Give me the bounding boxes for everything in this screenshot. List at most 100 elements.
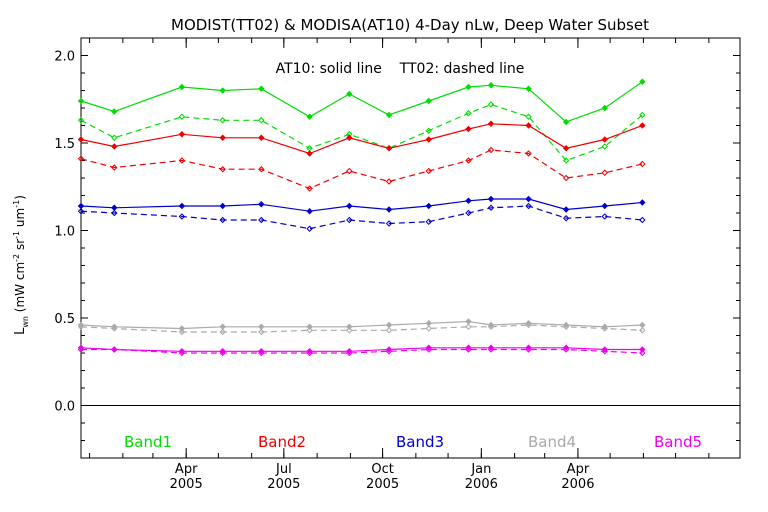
data-point xyxy=(601,325,608,332)
data-point xyxy=(525,85,532,92)
data-point xyxy=(487,321,495,329)
data-point xyxy=(219,323,226,330)
ylabel-sup-1: -2 xyxy=(12,254,21,262)
legend-band5: Band5 xyxy=(654,433,702,451)
data-point xyxy=(425,325,432,332)
data-point xyxy=(178,83,186,91)
data-point xyxy=(562,215,570,222)
data-point xyxy=(487,101,495,108)
data-point xyxy=(111,209,118,217)
data-point xyxy=(306,323,313,330)
data-point xyxy=(639,216,646,224)
data-point xyxy=(306,145,313,152)
data-point xyxy=(77,346,85,353)
data-point xyxy=(525,113,532,120)
data-point xyxy=(425,97,432,105)
data-point xyxy=(258,328,265,336)
data-point xyxy=(111,134,118,141)
data-point xyxy=(425,320,432,327)
data-point xyxy=(258,134,265,141)
data-point xyxy=(465,157,472,164)
data-point xyxy=(346,323,353,330)
x-tick-month: Jul xyxy=(275,462,292,477)
y-tick-label: 1.5 xyxy=(54,137,75,152)
data-point xyxy=(77,208,85,215)
data-point xyxy=(487,346,495,353)
chart-subtitle: AT10: solid line TT02: dashed line xyxy=(276,61,525,77)
series-band2-solid xyxy=(77,120,646,157)
ylabel-main: L xyxy=(13,327,28,335)
data-point xyxy=(639,111,646,119)
data-point xyxy=(425,167,432,175)
band-legend: Band1 Band2 Band3 Band4 Band5 xyxy=(124,433,702,451)
data-point xyxy=(639,199,646,206)
y-tick-label: 2.0 xyxy=(54,50,75,65)
ylabel-sup-2: -1 xyxy=(12,231,21,239)
data-point xyxy=(562,174,570,182)
data-point xyxy=(425,344,432,351)
data-point xyxy=(77,323,85,330)
series-line xyxy=(81,348,643,354)
series-line xyxy=(80,103,643,162)
series-band1-solid xyxy=(77,78,646,126)
data-point xyxy=(178,213,186,220)
data-point xyxy=(601,143,608,150)
data-point xyxy=(385,178,393,185)
data-point xyxy=(219,216,226,224)
data-point xyxy=(219,166,226,173)
data-point xyxy=(346,348,353,355)
data-point xyxy=(487,195,495,203)
data-point xyxy=(77,321,85,329)
data-point xyxy=(525,195,532,203)
series-band3-solid xyxy=(77,195,646,215)
series-line xyxy=(80,347,643,352)
data-point xyxy=(178,202,186,210)
y-axis: 0.0 0.5 1.0 1.5 2.0 xyxy=(54,37,740,459)
x-tick-year: 2005 xyxy=(170,477,203,492)
series-line xyxy=(80,205,643,230)
data-point xyxy=(346,167,353,175)
data-point xyxy=(525,344,532,351)
data-point xyxy=(385,145,393,152)
data-point xyxy=(306,225,313,232)
data-point xyxy=(346,216,353,224)
data-point xyxy=(219,134,226,141)
chart-title: MODIST(TT02) & MODISA(AT10) 4-Day nLw, D… xyxy=(171,16,649,34)
data-point xyxy=(178,113,186,120)
data-point xyxy=(465,346,472,353)
data-point xyxy=(385,321,393,329)
data-point xyxy=(219,202,226,210)
data-point xyxy=(111,143,118,150)
data-point xyxy=(525,122,532,129)
x-tick-month: Apr xyxy=(567,462,590,477)
y-axis-label: Lwn (mW cm-2 sr-1 um-1) xyxy=(12,195,30,335)
series-line xyxy=(80,123,643,155)
ylabel-units-b: sr xyxy=(13,239,27,254)
data-point xyxy=(639,321,646,329)
ylabel-sub: wn xyxy=(21,316,30,328)
series-band1-dashed xyxy=(77,101,646,164)
data-point xyxy=(178,131,186,138)
data-point xyxy=(385,348,393,355)
data-point xyxy=(219,87,226,94)
data-point xyxy=(487,204,495,211)
data-point xyxy=(219,349,226,357)
data-point xyxy=(77,117,85,124)
data-point xyxy=(465,110,472,117)
data-point xyxy=(178,157,186,164)
data-point xyxy=(465,83,472,91)
data-point xyxy=(525,321,532,329)
x-tick-year: 2005 xyxy=(267,477,300,492)
series-line xyxy=(80,149,643,190)
series-band2-dashed xyxy=(77,146,646,192)
data-point xyxy=(562,157,570,164)
plot-border xyxy=(80,37,741,459)
series-layer xyxy=(77,78,646,357)
data-point xyxy=(111,325,118,332)
data-point xyxy=(639,327,646,334)
data-point xyxy=(425,346,432,353)
x-tick-month: Oct xyxy=(371,462,393,477)
data-point xyxy=(111,204,118,211)
data-point xyxy=(346,202,353,210)
ylabel-units-c: um xyxy=(13,208,27,231)
